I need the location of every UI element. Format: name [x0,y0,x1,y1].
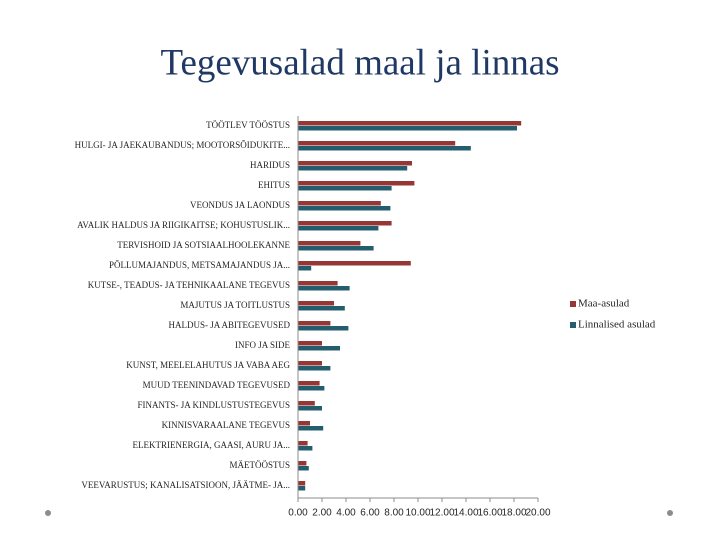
bar [298,226,379,231]
category-label: EHITUS [258,180,290,190]
bar [298,341,322,346]
bar [298,486,306,491]
category-label: VEONDUS JA LAONDUS [190,200,290,210]
bar [298,181,415,186]
category-label: PÕLLUMAJANDUS, METSAMAJANDUS JA... [109,260,290,270]
bar [298,161,412,166]
bar [298,361,322,366]
category-label: HULGI- JA JAEKAUBANDUS; MOOTORSÕIDUKITE.… [75,140,290,150]
x-tick-label: 18.00 [501,508,526,519]
x-tick-label: 12.00 [429,508,454,519]
bar [298,406,322,411]
category-label: TÖÖTLEV TÖÖSTUS [206,120,290,130]
decor-dot [667,510,673,516]
category-label: FINANTS- JA KINDLUSTUSTEGEVUS [137,400,290,410]
bar [298,421,310,426]
bar [298,266,312,271]
bar [298,426,324,431]
bar [298,461,307,466]
x-tick-label: 2.00 [312,508,332,519]
bar [298,206,391,211]
bar [298,366,331,371]
category-label: INFO JA SIDE [235,340,291,350]
legend-label: Maa-asulad [578,298,630,310]
x-tick-label: 6.00 [360,508,380,519]
category-label: MUUD TEENINDAVAD TEGEVUSED [143,380,291,390]
category-label: MÄETÖÖSTUS [229,460,290,470]
category-label: KUTSE-, TEADUS- JA TEHNIKAALANE TEGEVUS [88,280,290,290]
bar [298,146,471,151]
x-tick-label: 8.00 [384,508,404,519]
bar [298,186,392,191]
category-label: KUNST, MEELELAHUTUS JA VABA AEG [126,360,290,370]
bar [298,201,381,206]
bar [298,301,334,306]
category-label: HALDUS- JA ABITEGEVUSED [169,320,291,330]
bar [298,121,522,126]
category-label: KINNISVARAALANE TEGEVUS [162,420,290,430]
bar [298,241,361,246]
category-label: AVALIK HALDUS JA RIIGIKAITSE; KOHUSTUSLI… [77,220,290,230]
category-label: ELEKTRIENERGIA, GAASI, AURU JA... [133,440,291,450]
chart-title: Tegevusalad maal ja linnas [160,42,559,83]
legend-label: Linnalised asulad [578,319,656,331]
decor-dot [45,510,51,516]
bar [298,441,308,446]
bar [298,281,338,286]
bar [298,346,340,351]
bar [298,221,392,226]
bar [298,386,325,391]
x-tick-label: 0.00 [288,508,308,519]
bar [298,126,517,131]
bar [298,326,349,331]
bar [298,481,306,486]
x-tick-label: 10.00 [405,508,430,519]
bar [298,306,345,311]
bar [298,261,411,266]
legend-swatch [570,301,576,307]
category-label: HARIDUS [250,160,290,170]
category-label: VEEVARUSTUS; KANALISATSIOON, JÄÄTME- JA.… [81,480,290,490]
bar [298,466,309,471]
x-tick-label: 14.00 [453,508,478,519]
bar [298,286,350,291]
x-tick-label: 16.00 [477,508,502,519]
bar [298,166,408,171]
bar [298,321,331,326]
legend-swatch [570,322,576,328]
category-label: MAJUTUS JA TOITLUSTUS [180,300,290,310]
x-tick-label: 20.00 [525,508,550,519]
bar [298,401,315,406]
bar [298,246,374,251]
x-tick-label: 4.00 [336,508,356,519]
bar [298,446,313,451]
bar [298,141,456,146]
bar [298,381,320,386]
category-label: TERVISHOID JA SOTSIAALHOOLEKANNE [117,240,290,250]
